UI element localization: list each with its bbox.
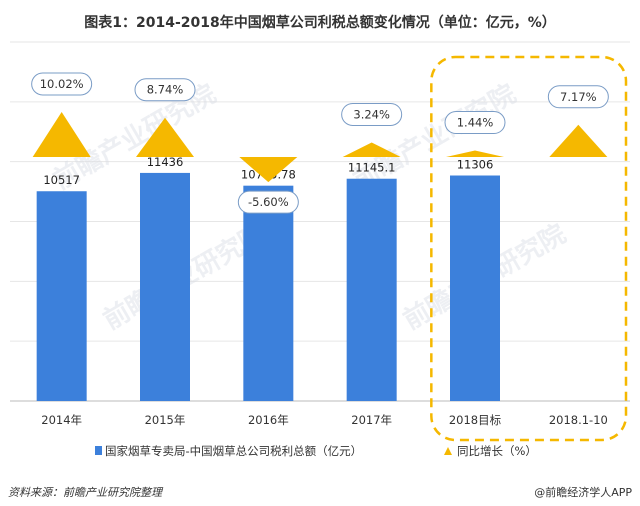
- legend-bar-label: 国家烟草专卖局-中国烟草总公司税利总额（亿元）: [105, 444, 362, 458]
- growth-triangle: [549, 124, 608, 157]
- growth-label: 1.44%: [457, 116, 494, 130]
- x-tick-label: 2015年: [145, 413, 186, 427]
- legend: 国家烟草专卖局-中国烟草总公司税利总额（亿元） 同比增长（%）: [95, 444, 537, 458]
- x-tick-label: 2016年: [248, 413, 289, 427]
- x-axis-ticks: 2014年 2015年 2016年 2017年 2018目标 2018.1-10: [41, 413, 608, 427]
- growth-callout: [341, 102, 403, 126]
- bar: [140, 172, 190, 401]
- bar-value-label: 11436: [147, 155, 184, 169]
- growth-callout: [444, 111, 506, 135]
- growth-callout: [237, 190, 299, 214]
- growth-triangle: [342, 142, 401, 157]
- growth-label: -5.60%: [248, 195, 289, 209]
- growth-callout: [134, 78, 196, 102]
- bar-value-label: 10517: [43, 173, 80, 187]
- x-tick-label: 2018.1-10: [549, 413, 608, 427]
- growth-label: 3.24%: [353, 107, 390, 121]
- growth-triangle: [239, 157, 298, 183]
- growth-triangle: [446, 150, 504, 157]
- growth-label: 8.74%: [147, 83, 184, 97]
- growth-series: 10.02% 8.74% -5.60% 3.24% 1.44% 7.17%: [31, 72, 609, 214]
- growth-label: 10.02%: [40, 77, 84, 91]
- chart-title: 图表1：2014-2018年中国烟草公司利税总额变化情况（单位：亿元，%）: [84, 15, 556, 31]
- growth-triangle: [136, 117, 194, 157]
- legend-triangle-swatch: [444, 447, 452, 455]
- x-tick-label: 2014年: [41, 413, 82, 427]
- legend-bar-swatch: [95, 446, 102, 455]
- brand-label: @前瞻经济学人APP: [534, 486, 632, 499]
- x-tick-label: 2017年: [351, 413, 392, 427]
- highlight-2018-box: [430, 55, 628, 442]
- bar: [243, 185, 294, 401]
- bar: [36, 191, 87, 401]
- source-note: 资料来源：前瞻产业研究院整理: [8, 486, 162, 499]
- bar-value-label: 11306: [457, 158, 494, 172]
- growth-callout: [547, 85, 609, 109]
- legend-growth-label: 同比增长（%）: [457, 444, 537, 458]
- growth-callout: [31, 72, 93, 96]
- growth-label: 7.17%: [560, 90, 597, 104]
- highlight-box: [430, 55, 628, 442]
- grid-lines: [10, 41, 630, 402]
- growth-triangle: [32, 112, 91, 157]
- x-tick-label: 2018目标: [449, 413, 501, 427]
- bar: [346, 178, 397, 401]
- bar-value-label: 11145.1: [348, 161, 396, 175]
- bar: [450, 175, 500, 401]
